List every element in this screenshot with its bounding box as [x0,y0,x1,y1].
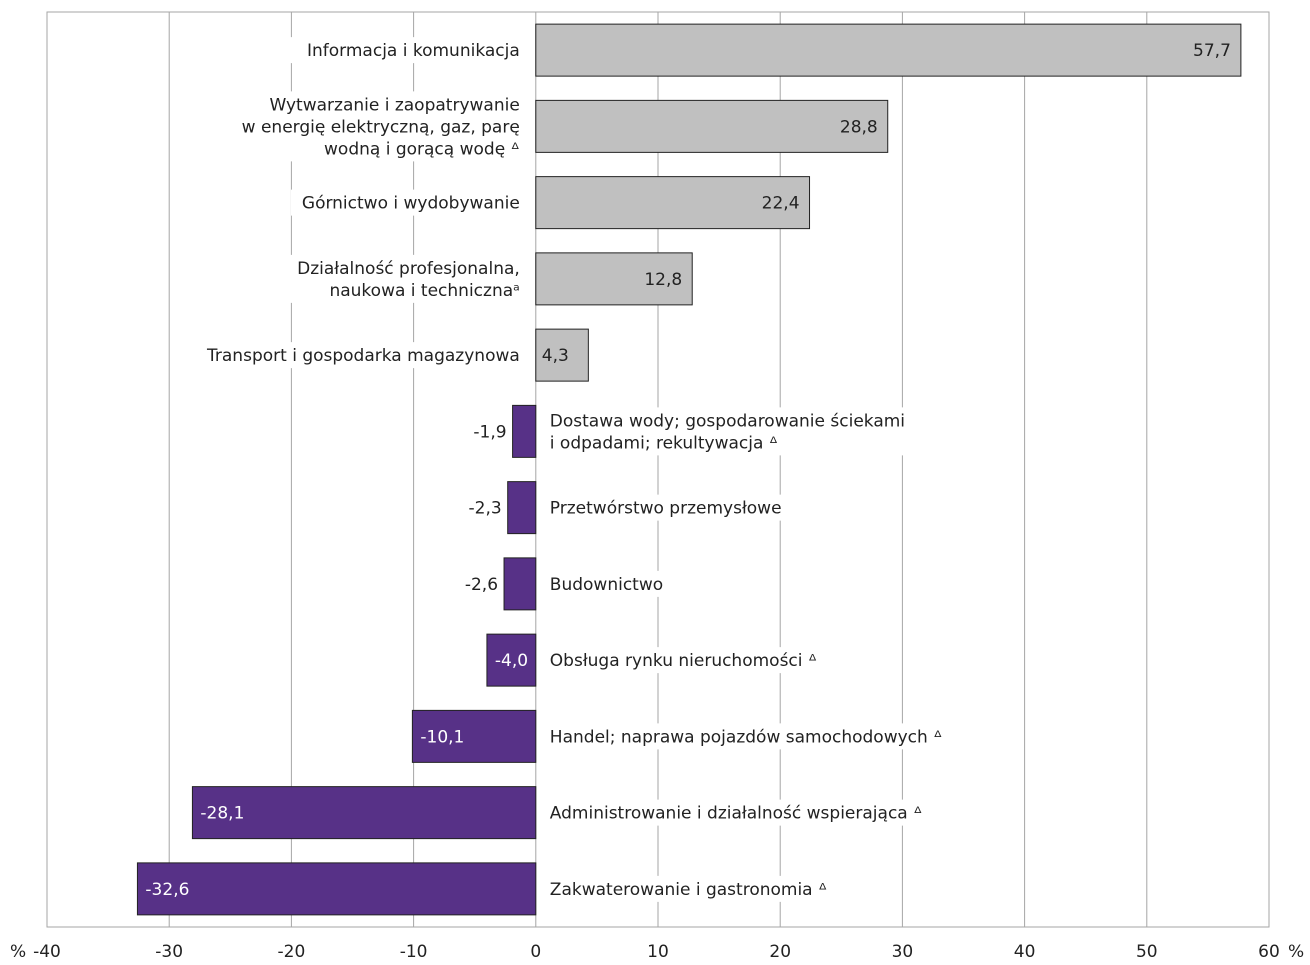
bar [503,557,537,611]
category-label: Handel; naprawa pojazdów samochodowych ᐞ [550,727,943,747]
label-backdrop [547,407,917,456]
label-backdrop [547,799,975,826]
data-label: -10,1 [420,727,464,747]
x-unit-label-right: % [1288,942,1304,962]
label-backdrop [204,91,526,162]
label-backdrop [195,342,526,369]
category-label: Dostawa wody; gospodarowanie ściekami i o… [550,411,905,453]
bar [136,862,537,916]
x-axis: -40 -30 -20 -10 0 10 20 30 40 50 60 [33,942,1280,962]
x-tick-label: -40 [33,942,61,962]
category-label: Wytwarzanie i zaopatrywanie w energię ele… [242,95,520,159]
data-label: 12,8 [644,270,682,290]
label-backdrop [547,723,946,750]
bar [535,176,811,230]
x-tick-label: 10 [647,942,669,962]
data-label: -1,9 [473,422,506,442]
data-label: -2,3 [469,499,502,519]
data-label: -2,6 [465,575,498,595]
x-tick-label: -10 [400,942,428,962]
category-label: Przetwórstwo przemysłowe [550,499,782,519]
bar [535,23,1242,77]
x-tick-label: 30 [892,942,914,962]
data-label: 4,3 [542,346,569,366]
label-backdrop [291,189,526,216]
label-backdrop [547,875,850,902]
bar [191,786,537,840]
x-unit-label-left: % [10,942,26,962]
category-label: Transport i gospodarka magazynowa [206,346,520,366]
data-label: -28,1 [200,804,244,824]
category-label: Informacja i komunikacja [307,41,520,61]
bar [411,709,537,763]
label-backdrop [262,254,526,303]
bar [535,328,589,382]
data-label: -32,6 [145,880,189,900]
x-tick-label: 60 [1258,942,1280,962]
x-tick-label: 40 [1014,942,1036,962]
data-label: 57,7 [1193,41,1231,61]
bars: 57,7 Informacja i komunikacja 28,8 Wytwarza… [136,23,1242,916]
label-backdrop [281,37,526,64]
category-label: Administrowanie i działalność wspierając… [550,804,923,824]
data-label: 22,4 [762,194,800,214]
bar [486,633,537,687]
category-label: Działalność profesjonalna, naukowa i tech… [297,259,520,301]
label-backdrop [547,494,793,521]
category-label: Zakwaterowanie i gastronomia ᐞ [550,880,827,900]
grid-lines [46,11,1270,928]
bar [535,99,889,153]
category-label: Obsługa rynku nieruchomości ᐞ [550,651,817,671]
data-label: 28,8 [840,117,878,137]
label-backdrop [547,647,841,674]
label-backdrop [547,570,668,597]
category-label: Budownictwo [550,575,663,595]
category-label: Górnictwo i wydobywanie [302,194,520,214]
bar [512,404,537,458]
x-tick-label: 0 [530,942,541,962]
x-tick-label: 50 [1136,942,1158,962]
x-tick-label: -30 [155,942,183,962]
data-label: -4,0 [495,651,528,671]
bar [535,252,693,306]
x-tick-label: -20 [278,942,306,962]
bar [507,481,537,535]
x-tick-label: 20 [769,942,791,962]
